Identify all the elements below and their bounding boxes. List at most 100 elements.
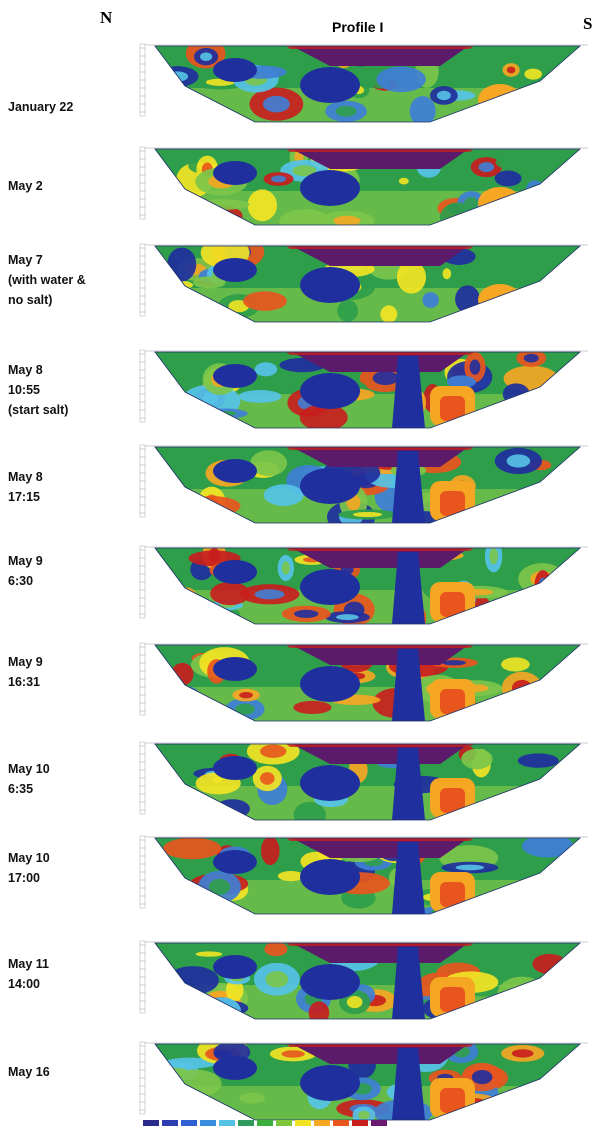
low-resistivity-zone	[213, 657, 257, 681]
resistivity-anomaly	[167, 247, 197, 282]
panel-label-line: no salt)	[8, 293, 53, 307]
resistivity-anomaly	[163, 292, 199, 319]
high-resistivity-core	[440, 396, 465, 421]
resistivity-anomaly	[264, 943, 288, 957]
panel-label-1: January 22	[8, 97, 73, 117]
resistivity-anomaly	[505, 597, 525, 620]
resistivity-anomaly	[508, 902, 543, 914]
high-resistivity-trough	[290, 744, 470, 764]
resistivity-anomaly	[202, 997, 242, 1019]
panel-label-line: January 22	[8, 100, 74, 114]
high-resistivity-trough	[290, 1044, 470, 1064]
resistivity-anomaly-core	[208, 210, 232, 222]
north-label: N	[100, 8, 113, 27]
resistivity-anomaly-core	[489, 1003, 513, 1015]
resistivity-anomaly-core	[511, 1049, 534, 1058]
resistivity-anomaly	[525, 411, 552, 426]
resistivity-anomaly-core	[511, 679, 533, 697]
resistivity-anomaly-core	[469, 812, 496, 820]
salt-plume	[392, 451, 425, 523]
panel-label-3: May 7 (with water & no salt)	[8, 250, 86, 310]
resistivity-anomaly	[250, 450, 288, 476]
resistivity-anomaly-core	[193, 106, 215, 117]
panel-label-line: 14:00	[8, 977, 40, 991]
panel-label-line: 10:55	[8, 383, 40, 397]
resistivity-anomaly	[192, 276, 226, 289]
resistivity-anomaly	[299, 403, 348, 428]
resistivity-anomaly	[260, 838, 280, 866]
trough-rim	[285, 447, 475, 450]
section-4	[139, 349, 588, 429]
resistivity-anomaly	[473, 411, 507, 428]
high-resistivity-trough	[290, 46, 470, 66]
section-body	[155, 1044, 580, 1120]
high-resistivity-body	[478, 84, 522, 116]
panel-label-line: May 8	[8, 363, 43, 377]
resistivity-anomaly-core	[333, 215, 361, 225]
resistivity-anomaly	[337, 299, 359, 322]
south-label: S	[583, 14, 593, 33]
resistivity-anomaly	[461, 748, 493, 770]
resistivity-anomaly-core	[530, 185, 540, 195]
resistivity-anomaly	[170, 450, 199, 484]
section-body	[155, 744, 580, 820]
panel-label-line: (start salt)	[8, 403, 69, 417]
trough-rim	[285, 943, 475, 946]
panel-label-line: May 16	[8, 1065, 50, 1079]
section-outline	[154, 942, 582, 1020]
resistivity-anomaly-core	[455, 864, 485, 871]
color-scale	[143, 1120, 387, 1126]
low-resistivity-zone	[213, 560, 257, 584]
resistivity-anomaly	[439, 202, 476, 225]
panel-label-line: May 10	[8, 851, 50, 865]
resistivity-anomaly-core	[265, 971, 289, 988]
resistivity-anomaly	[530, 793, 547, 820]
resistivity-anomaly	[409, 96, 436, 122]
high-resistivity-core	[440, 491, 465, 516]
panel-label-line: May 7	[8, 253, 43, 267]
panel-label-8: May 10 6:35	[8, 759, 50, 799]
section-body	[155, 352, 580, 428]
resistivity-anomaly	[495, 154, 530, 170]
resistivity-anomaly-core	[501, 657, 530, 672]
resistivity-anomaly-core	[335, 106, 357, 117]
resistivity-anomaly	[534, 570, 552, 601]
section-body	[155, 943, 580, 1019]
panel-label-line: May 9	[8, 554, 43, 568]
high-resistivity-trough	[290, 447, 470, 467]
section-6	[139, 545, 588, 625]
resistivity-anomaly	[279, 209, 331, 225]
resistivity-anomaly-core	[260, 744, 287, 758]
resistivity-anomaly	[380, 305, 398, 322]
resistivity-anomaly-core	[165, 314, 188, 322]
section-5	[139, 444, 588, 524]
resistivity-anomaly	[491, 203, 524, 225]
low-resistivity-zone	[300, 170, 360, 206]
resistivity-anomaly	[494, 771, 553, 782]
resistivity-anomaly-core	[436, 90, 451, 101]
salt-plume	[392, 748, 425, 820]
trough-rim	[285, 838, 475, 841]
panel-label-4: May 8 10:55 (start salt)	[8, 360, 68, 420]
resistivity-anomaly-core	[352, 511, 383, 518]
salt-plume	[392, 947, 425, 1019]
color-scale-swatch	[333, 1120, 349, 1126]
resistivity-anomaly	[238, 390, 282, 403]
panel-label-11: May 16	[8, 1062, 50, 1082]
resistivity-anomaly	[502, 995, 553, 1013]
low-resistivity-zone	[213, 850, 257, 874]
resistivity-anomaly	[446, 375, 476, 389]
resistivity-anomaly-core	[533, 688, 556, 703]
resistivity-anomaly	[210, 581, 250, 606]
trough-rim	[285, 548, 475, 551]
high-resistivity-trough	[290, 149, 470, 169]
color-scale-swatch	[257, 1120, 273, 1126]
profile-title: Profile I	[332, 19, 384, 35]
panel-label-9: May 10 17:00	[8, 848, 50, 888]
resistivity-anomaly	[191, 99, 219, 122]
resistivity-anomaly	[396, 260, 427, 294]
panel-label-line: 6:30	[8, 574, 34, 588]
color-scale-swatch	[162, 1120, 178, 1126]
high-resistivity-trough	[290, 548, 470, 568]
low-resistivity-zone	[300, 267, 360, 303]
